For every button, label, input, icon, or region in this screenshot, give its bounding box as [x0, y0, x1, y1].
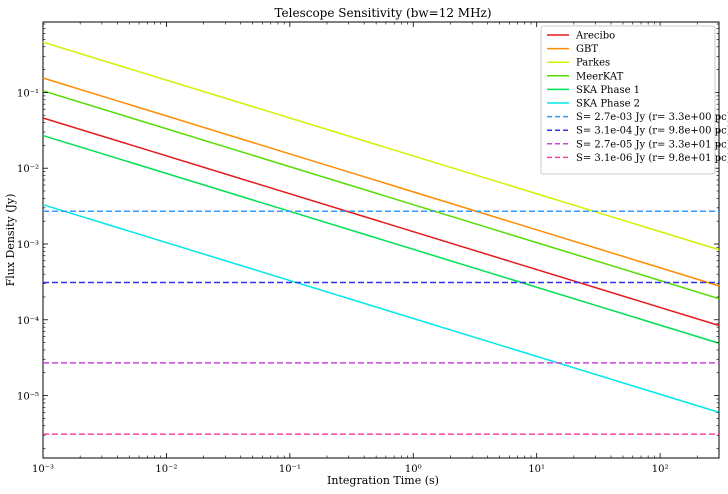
- legend-item: S= 3.1e-06 Jy (r= 9.8e+01 pc): [547, 153, 728, 164]
- plot-area: 10⁻³ 10⁻² 10⁻¹ 10⁰ 10¹ 10² 10⁻⁵10⁻⁴10⁻³10⁻²10…: [17, 21, 720, 475]
- legend-item: SKA Phase 2: [547, 99, 640, 110]
- legend-label: S= 3.1e-04 Jy (r= 9.8e+00 pc): [576, 126, 728, 137]
- y-axis-label: Flux Density (Jy): [4, 194, 17, 287]
- series-line-5: [42, 203, 720, 414]
- x-tick-label: 10⁰: [405, 464, 422, 475]
- legend: Arecibo GBT Parkes MeerKAT SKA Phase 1 SKA Ph…: [540, 25, 728, 175]
- y-tick-label: 10⁻²: [17, 164, 39, 175]
- x-axis-ticks: 10⁻³ 10⁻² 10⁻¹ 10⁰ 10¹ 10²: [32, 22, 720, 475]
- y-tick-label: 10⁻⁵: [17, 392, 39, 403]
- legend-item: Parkes: [547, 58, 610, 69]
- series-line-1: [42, 77, 720, 287]
- legend-item: S= 2.7e-03 Jy (r= 3.3e+00 pc): [547, 112, 728, 123]
- legend-item: SKA Phase 1: [547, 85, 640, 96]
- legend-item: S= 2.7e-05 Jy (r= 3.3e+01 pc): [547, 139, 728, 150]
- legend-item: Arecibo: [547, 31, 615, 42]
- legend-label: MeerKAT: [576, 71, 624, 82]
- legend-label: SKA Phase 1: [576, 85, 640, 96]
- legend-frame: [540, 25, 716, 175]
- series-layer: [42, 41, 720, 435]
- plot-frame: [42, 21, 720, 459]
- x-axis-label: Integration Time (s): [327, 474, 439, 487]
- legend-item: MeerKAT: [547, 71, 624, 82]
- y-axis-ticks: 10⁻⁵ 10⁻⁴ 10⁻³ 10⁻² 10⁻¹: [17, 23, 719, 449]
- series-line-0: [42, 117, 720, 327]
- legend-label: S= 2.7e-05 Jy (r= 3.3e+01 pc): [576, 139, 728, 150]
- series-line-2: [42, 41, 720, 251]
- legend-label: SKA Phase 2: [576, 99, 640, 110]
- y-tick-label: 10⁻¹: [17, 88, 39, 99]
- legend-item: GBT: [547, 44, 598, 55]
- y-tick-label: 10⁻⁴: [17, 316, 39, 327]
- x-tick-label: 10⁻³: [32, 464, 54, 475]
- legend-item: S= 3.1e-04 Jy (r= 9.8e+00 pc): [547, 126, 728, 137]
- x-tick-label: 10⁻²: [155, 464, 177, 475]
- x-tick-label: 10⁻¹: [279, 464, 301, 475]
- series-line-3: [42, 90, 720, 300]
- legend-label: Parkes: [576, 58, 610, 69]
- chart-title: Telescope Sensitivity (bw=12 MHz): [274, 6, 491, 20]
- x-tick-label: 10¹: [528, 464, 545, 475]
- legend-label: Arecibo: [575, 31, 615, 42]
- y-tick-label: 10⁻³: [17, 240, 39, 251]
- legend-label: GBT: [576, 44, 598, 55]
- legend-label: S= 3.1e-06 Jy (r= 9.8e+01 pc): [576, 153, 728, 164]
- series-line-4: [42, 134, 720, 344]
- x-tick-label: 10²: [652, 464, 669, 475]
- legend-label: S= 2.7e-03 Jy (r= 3.3e+00 pc): [576, 112, 728, 123]
